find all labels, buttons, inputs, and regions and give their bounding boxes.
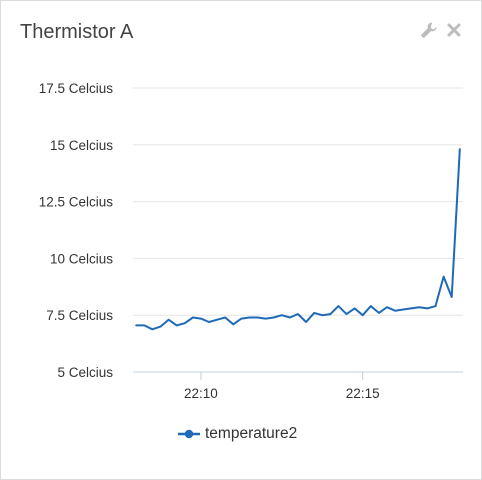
widget-title: Thermistor A: [20, 21, 134, 43]
series-line-temperature2: [135, 148, 461, 331]
y-tick-label: 5 Celcius: [57, 365, 113, 380]
y-tick-label: 15 Celcius: [50, 138, 113, 153]
temperature-line-chart: 5 Celcius 7.5 Celcius 10 Celcius 12.5 Celci…: [39, 81, 463, 401]
y-tick-label: 7.5 Celcius: [46, 308, 113, 323]
wrench-icon[interactable]: [420, 21, 438, 39]
x-tick-label: 22:15: [346, 386, 380, 401]
legend-symbol: [178, 429, 200, 439]
close-icon[interactable]: [445, 21, 463, 39]
x-tick-label: 22:10: [184, 386, 218, 401]
y-tick-label: 12.5 Celcius: [39, 195, 114, 210]
legend-item-temperature2[interactable]: temperature2: [177, 425, 297, 443]
legend-label: temperature2: [205, 425, 298, 442]
y-tick-label: 10 Celcius: [50, 251, 113, 266]
y-tick-label: 17.5 Celcius: [39, 81, 114, 96]
